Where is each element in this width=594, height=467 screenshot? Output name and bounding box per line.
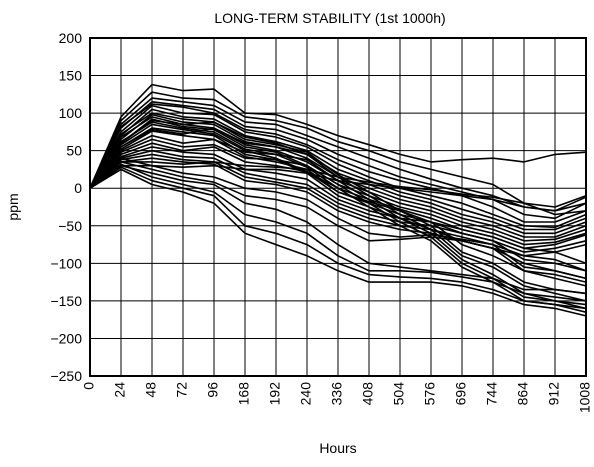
x-tick-label: 168 (236, 382, 252, 406)
y-tick-label: −200 (50, 330, 82, 346)
x-tick-label: 1008 (577, 382, 593, 413)
series-line-30 (89, 168, 587, 317)
x-tick-label: 0 (81, 382, 97, 390)
series-line-5 (89, 103, 587, 223)
x-tick-label: 504 (391, 382, 407, 406)
y-tick-label: −250 (50, 368, 82, 384)
y-axis-label: ppm (5, 193, 21, 220)
x-tick-label: 864 (515, 382, 531, 406)
series-group (89, 83, 587, 317)
series-line-25 (89, 157, 587, 272)
x-tick-label: 408 (360, 382, 376, 406)
series-line-24 (89, 157, 587, 283)
x-tick-label: 576 (422, 382, 438, 406)
series-line-14 (89, 127, 587, 257)
series-line-15 (89, 130, 587, 287)
series-line-23 (89, 153, 587, 280)
y-tick-label: 0 (74, 180, 82, 196)
x-tick-label: 912 (546, 382, 562, 406)
series-line-6 (89, 104, 587, 229)
series-line-17 (89, 119, 587, 295)
y-axis: 200 150 100 50 0 −50 −100 −150 −200 −250 (50, 30, 82, 384)
series-line-7 (89, 108, 587, 231)
x-axis-label: Hours (319, 440, 356, 456)
y-tick-label: −100 (50, 255, 82, 271)
x-tick-label: 72 (174, 382, 190, 398)
series-line-26 (89, 161, 587, 280)
x-tick-label: 24 (112, 382, 128, 398)
y-tick-label: −50 (58, 218, 82, 234)
y-tick-label: 200 (59, 30, 83, 46)
x-tick-label: 192 (267, 382, 283, 406)
y-tick-label: −150 (50, 293, 82, 309)
series-line-4 (89, 101, 587, 220)
series-line-27 (89, 164, 587, 295)
x-axis: 0 24 48 72 96 168 192 240 336 408 504 576 696 744 864 9… (81, 382, 593, 413)
plot-frame (89, 37, 587, 377)
series-line-28 (89, 163, 587, 302)
series-line-21 (89, 146, 587, 265)
series-line-2 (89, 91, 587, 216)
series-line-20 (89, 142, 587, 313)
series-line-19 (89, 138, 587, 306)
x-tick-label: 96 (205, 382, 221, 398)
x-tick-label: 744 (484, 382, 500, 406)
series-line-29 (89, 166, 587, 310)
series-line-8 (89, 112, 587, 235)
series-line-31 (89, 164, 587, 212)
y-tick-label: 100 (59, 105, 83, 121)
series-line-1 (89, 83, 587, 189)
x-tick-label: 48 (143, 382, 159, 398)
series-line-32 (89, 161, 587, 208)
x-tick-label: 240 (298, 382, 314, 406)
y-tick-label: 50 (66, 143, 82, 159)
x-tick-label: 696 (453, 382, 469, 406)
y-tick-label: 150 (59, 68, 83, 84)
series-line-22 (89, 149, 587, 272)
chart-title: LONG-TERM STABILITY (1st 1000h) (214, 10, 445, 26)
x-tick-label: 336 (329, 382, 345, 406)
